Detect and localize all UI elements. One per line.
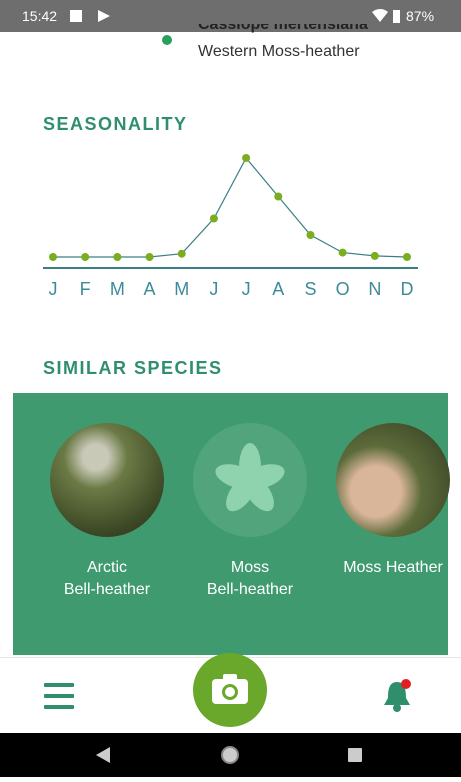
recents-button[interactable] [348,748,362,762]
species-name: Bell-heather [37,579,177,601]
month-label: A [272,279,284,299]
month-label: N [368,279,381,299]
battery: 87% [406,8,434,24]
month-label: D [401,279,414,299]
season-point [306,231,314,239]
season-point [146,253,154,261]
season-point [274,193,282,201]
species-dot [160,34,174,48]
species-placeholder [193,423,307,537]
species-name: Moss Heather [323,557,461,579]
season-line [53,158,407,257]
season-point [178,250,186,258]
season-point [81,253,89,261]
season-point [49,253,57,261]
species-card[interactable]: Moss Bell-heather [180,423,320,601]
scientific-name-text: Cassiope mertensiana [198,24,368,33]
menu-button[interactable] [44,683,76,709]
season-point [339,249,347,257]
signal-icons [372,9,404,23]
month-label: J [49,279,58,299]
system-buttons [0,733,461,777]
common-name: Western Moss-heather [198,43,360,61]
similar-species-panel: Arctic Bell-heather Moss Bell-heather Mo… [13,393,448,655]
season-point [113,253,121,261]
species-name: Arctic [37,557,177,579]
month-label: F [80,279,91,299]
notifications-button[interactable] [380,678,416,714]
species-name: Moss [180,557,320,579]
month-label: J [209,279,218,299]
month-label: M [110,279,125,299]
species-name: Bell-heather [180,579,320,601]
season-point [403,253,411,261]
species-photo [336,423,450,537]
home-button[interactable] [222,747,238,763]
species-card[interactable]: Arctic Bell-heather [37,423,177,601]
season-point [242,154,250,162]
season-point [371,252,379,260]
month-label: A [144,279,156,299]
status-icons [70,9,120,23]
month-label: O [336,279,350,299]
back-button[interactable] [96,747,110,763]
time: 15:42 [22,8,57,24]
season-point [210,215,218,223]
system-nav [0,733,461,777]
month-label: S [304,279,316,299]
species-photo [50,423,164,537]
section-title: SIMILAR SPECIES [43,358,223,379]
month-label: J [242,279,251,299]
flower-icon [193,423,307,537]
month-label: M [174,279,189,299]
section-title: SEASONALITY [43,114,188,135]
camera-button[interactable] [192,652,268,728]
app-screen: {"status_bar": {"time": "15:42", "batter… [0,0,461,777]
species-card[interactable]: Moss Heather [323,423,461,579]
scientific-name: Cassiope mertensiana [198,24,368,34]
